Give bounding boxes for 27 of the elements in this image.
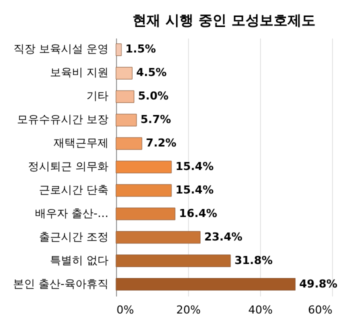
y-tick-label: 근로시간 단축 bbox=[39, 183, 108, 196]
data-label: 49.8% bbox=[299, 277, 338, 290]
y-tick-label: 정시퇴근 의무화 bbox=[28, 160, 108, 173]
x-tick-label: 40% bbox=[248, 304, 273, 316]
data-label: 16.4% bbox=[179, 206, 218, 220]
data-label: 15.4% bbox=[175, 160, 214, 173]
y-tick-label: 모유수유시간 보장 bbox=[17, 113, 108, 126]
data-label: 7.2% bbox=[146, 136, 176, 150]
data-label: 4.5% bbox=[136, 66, 167, 80]
y-tick-label: 기타 bbox=[86, 90, 108, 103]
y-tick-label: 특별히 없다 bbox=[50, 254, 108, 267]
y-tick-label: 직장 보육시설 운영 bbox=[14, 42, 108, 56]
y-tick-label: 재택근무제 bbox=[54, 136, 108, 150]
y-tick-label: 보육비 지원 bbox=[50, 66, 108, 80]
x-tick-label: 60% bbox=[308, 304, 332, 316]
data-label: 1.5% bbox=[125, 42, 156, 56]
y-tick-label: 본인 출산-육아휴직 bbox=[13, 277, 108, 290]
x-tick-label: 0% bbox=[116, 304, 134, 316]
data-label: 5.0% bbox=[138, 90, 169, 103]
data-label: 15.4% bbox=[175, 183, 214, 196]
x-tick-label: 20% bbox=[176, 304, 201, 316]
chart-title: 현재 시행 중인 모성보호제도 bbox=[132, 13, 316, 29]
data-label: 23.4% bbox=[204, 230, 242, 244]
data-label: 5.7% bbox=[140, 113, 172, 126]
y-tick-label: 출근시간 조정 bbox=[39, 230, 108, 244]
y-tick-label: 배우자 출산-… bbox=[35, 206, 108, 220]
data-label: 31.8% bbox=[234, 254, 273, 267]
